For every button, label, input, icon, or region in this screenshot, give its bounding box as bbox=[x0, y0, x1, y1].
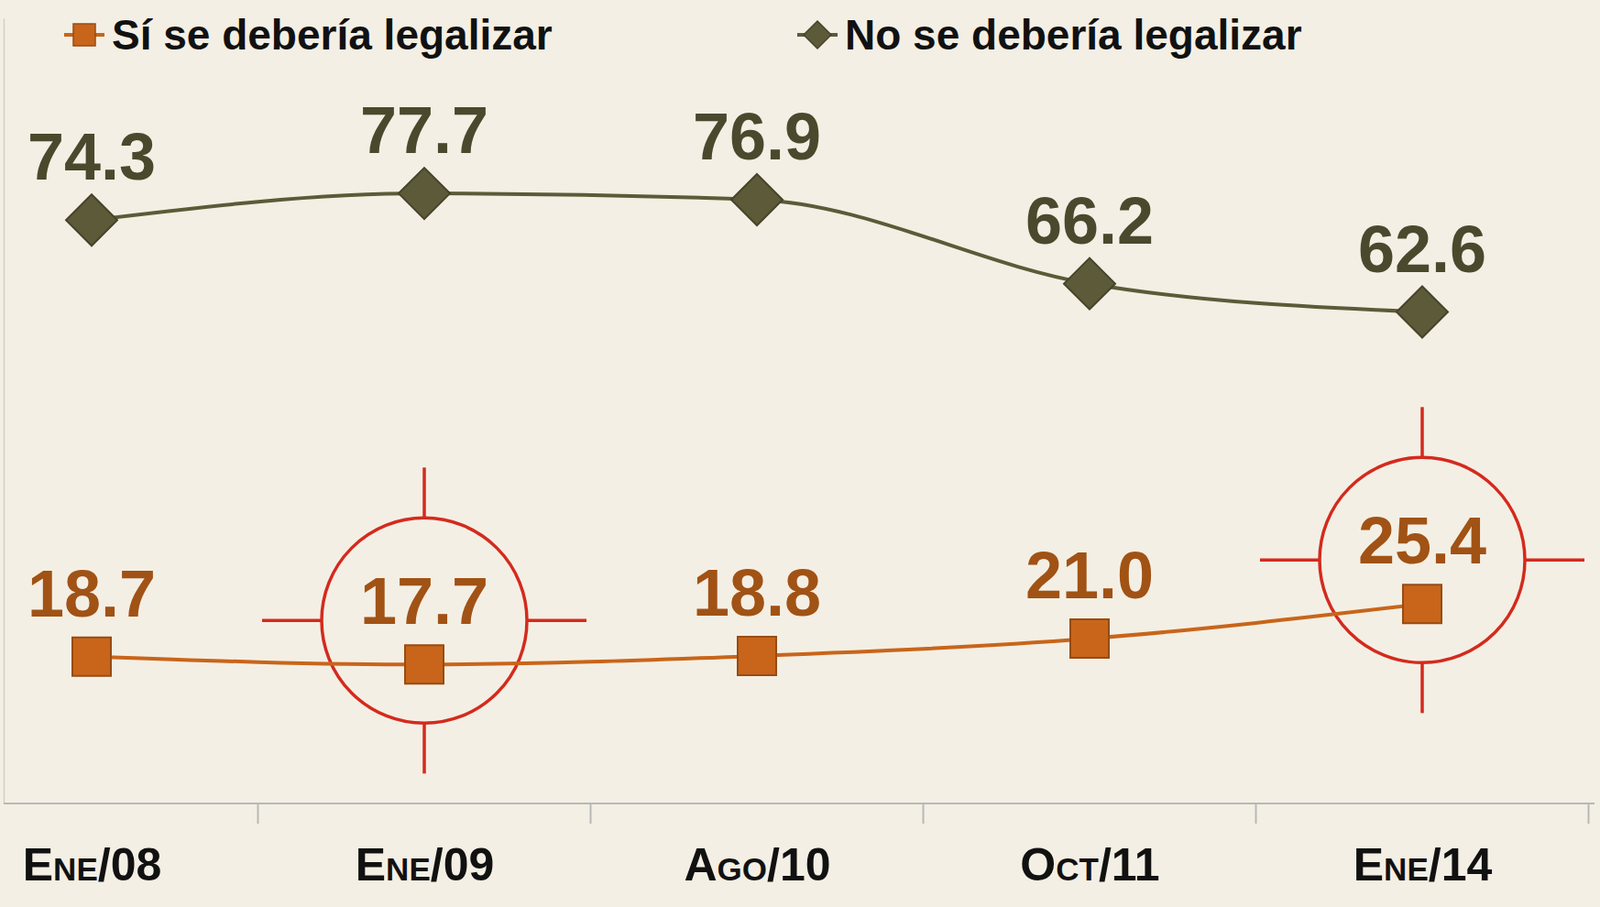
data-label: 66.2 bbox=[1025, 184, 1154, 258]
marker bbox=[1063, 258, 1116, 310]
marker bbox=[1396, 286, 1448, 339]
marker bbox=[1402, 584, 1442, 624]
category-separator bbox=[1588, 803, 1590, 824]
category-separator bbox=[590, 803, 592, 824]
x-tick-label: Ago/10 bbox=[683, 839, 831, 891]
highlight-crosshair bbox=[526, 619, 587, 624]
data-label: 17.7 bbox=[360, 564, 489, 638]
data-label: 76.9 bbox=[692, 99, 822, 174]
x-tick-label: Oct/11 bbox=[1019, 839, 1160, 891]
legend-item: No se debería legalizar bbox=[797, 10, 1303, 59]
highlights bbox=[262, 406, 1585, 774]
x-axis: Ene/08 Ene/09 Ago/10 Oct/11 Ene/14 bbox=[3, 803, 1595, 891]
highlight-circle bbox=[1319, 457, 1525, 663]
legend-label: No se debería legalizar bbox=[844, 10, 1303, 59]
highlight-crosshair bbox=[1260, 558, 1320, 563]
data-label: 18.8 bbox=[692, 556, 822, 630]
marker bbox=[398, 167, 450, 220]
data-label: 77.7 bbox=[360, 93, 489, 167]
legend: Sí se debería legalizar No se debería leg… bbox=[64, 10, 1303, 59]
highlight-circle bbox=[321, 517, 527, 724]
x-tick-label: Ene/09 bbox=[355, 839, 494, 891]
legend-label: Sí se debería legalizar bbox=[111, 10, 553, 59]
marker bbox=[72, 637, 111, 677]
marker bbox=[737, 636, 777, 676]
data-labels: 18.7 17.7 18.8 21.0 25.4 74.3 77.7 76.9 66.2 62.6 bbox=[27, 93, 1487, 638]
background bbox=[0, 0, 1600, 907]
y-axis bbox=[3, 19, 5, 805]
legend-item: Sí se debería legalizar bbox=[64, 10, 553, 59]
highlight-crosshair bbox=[1524, 558, 1585, 563]
x-tick-label: Ene/08 bbox=[22, 839, 162, 891]
x-tick: Ago/10 bbox=[683, 803, 831, 891]
x-tick: Ene/14 bbox=[1353, 803, 1493, 891]
x-tick: Ene/08 bbox=[22, 803, 162, 891]
marker bbox=[65, 194, 118, 246]
x-tick: Oct/11 bbox=[1019, 803, 1160, 891]
highlight-crosshair bbox=[262, 619, 322, 624]
highlight-crosshair bbox=[422, 723, 427, 774]
y-axis-line bbox=[3, 19, 6, 805]
highlight-crosshair bbox=[1420, 662, 1425, 713]
chart: Ene/08Ene/09Ago/10Oct/11Ene/1418.717.718… bbox=[0, 0, 1600, 907]
data-label: 74.3 bbox=[27, 120, 156, 194]
highlight-crosshair bbox=[422, 467, 427, 518]
category-separator bbox=[922, 803, 925, 824]
data-label: 25.4 bbox=[1358, 504, 1487, 578]
data-label: 18.7 bbox=[27, 557, 156, 631]
x-tick: Ene/09 bbox=[355, 803, 494, 891]
marker bbox=[405, 645, 444, 684]
category-separator bbox=[257, 803, 260, 824]
legend-marker bbox=[803, 21, 832, 49]
marker bbox=[1070, 619, 1109, 658]
data-label: 21.0 bbox=[1025, 538, 1154, 613]
marker bbox=[731, 174, 783, 226]
highlight-crosshair bbox=[1420, 406, 1425, 458]
highlight bbox=[262, 467, 587, 774]
plot-area bbox=[65, 167, 1448, 684]
category-separator bbox=[1255, 803, 1258, 824]
x-tick-label: Ene/14 bbox=[1353, 839, 1493, 891]
legend-marker bbox=[73, 23, 96, 46]
data-label: 62.6 bbox=[1358, 212, 1487, 286]
x-axis-line bbox=[3, 802, 1595, 805]
highlight bbox=[1260, 406, 1585, 713]
